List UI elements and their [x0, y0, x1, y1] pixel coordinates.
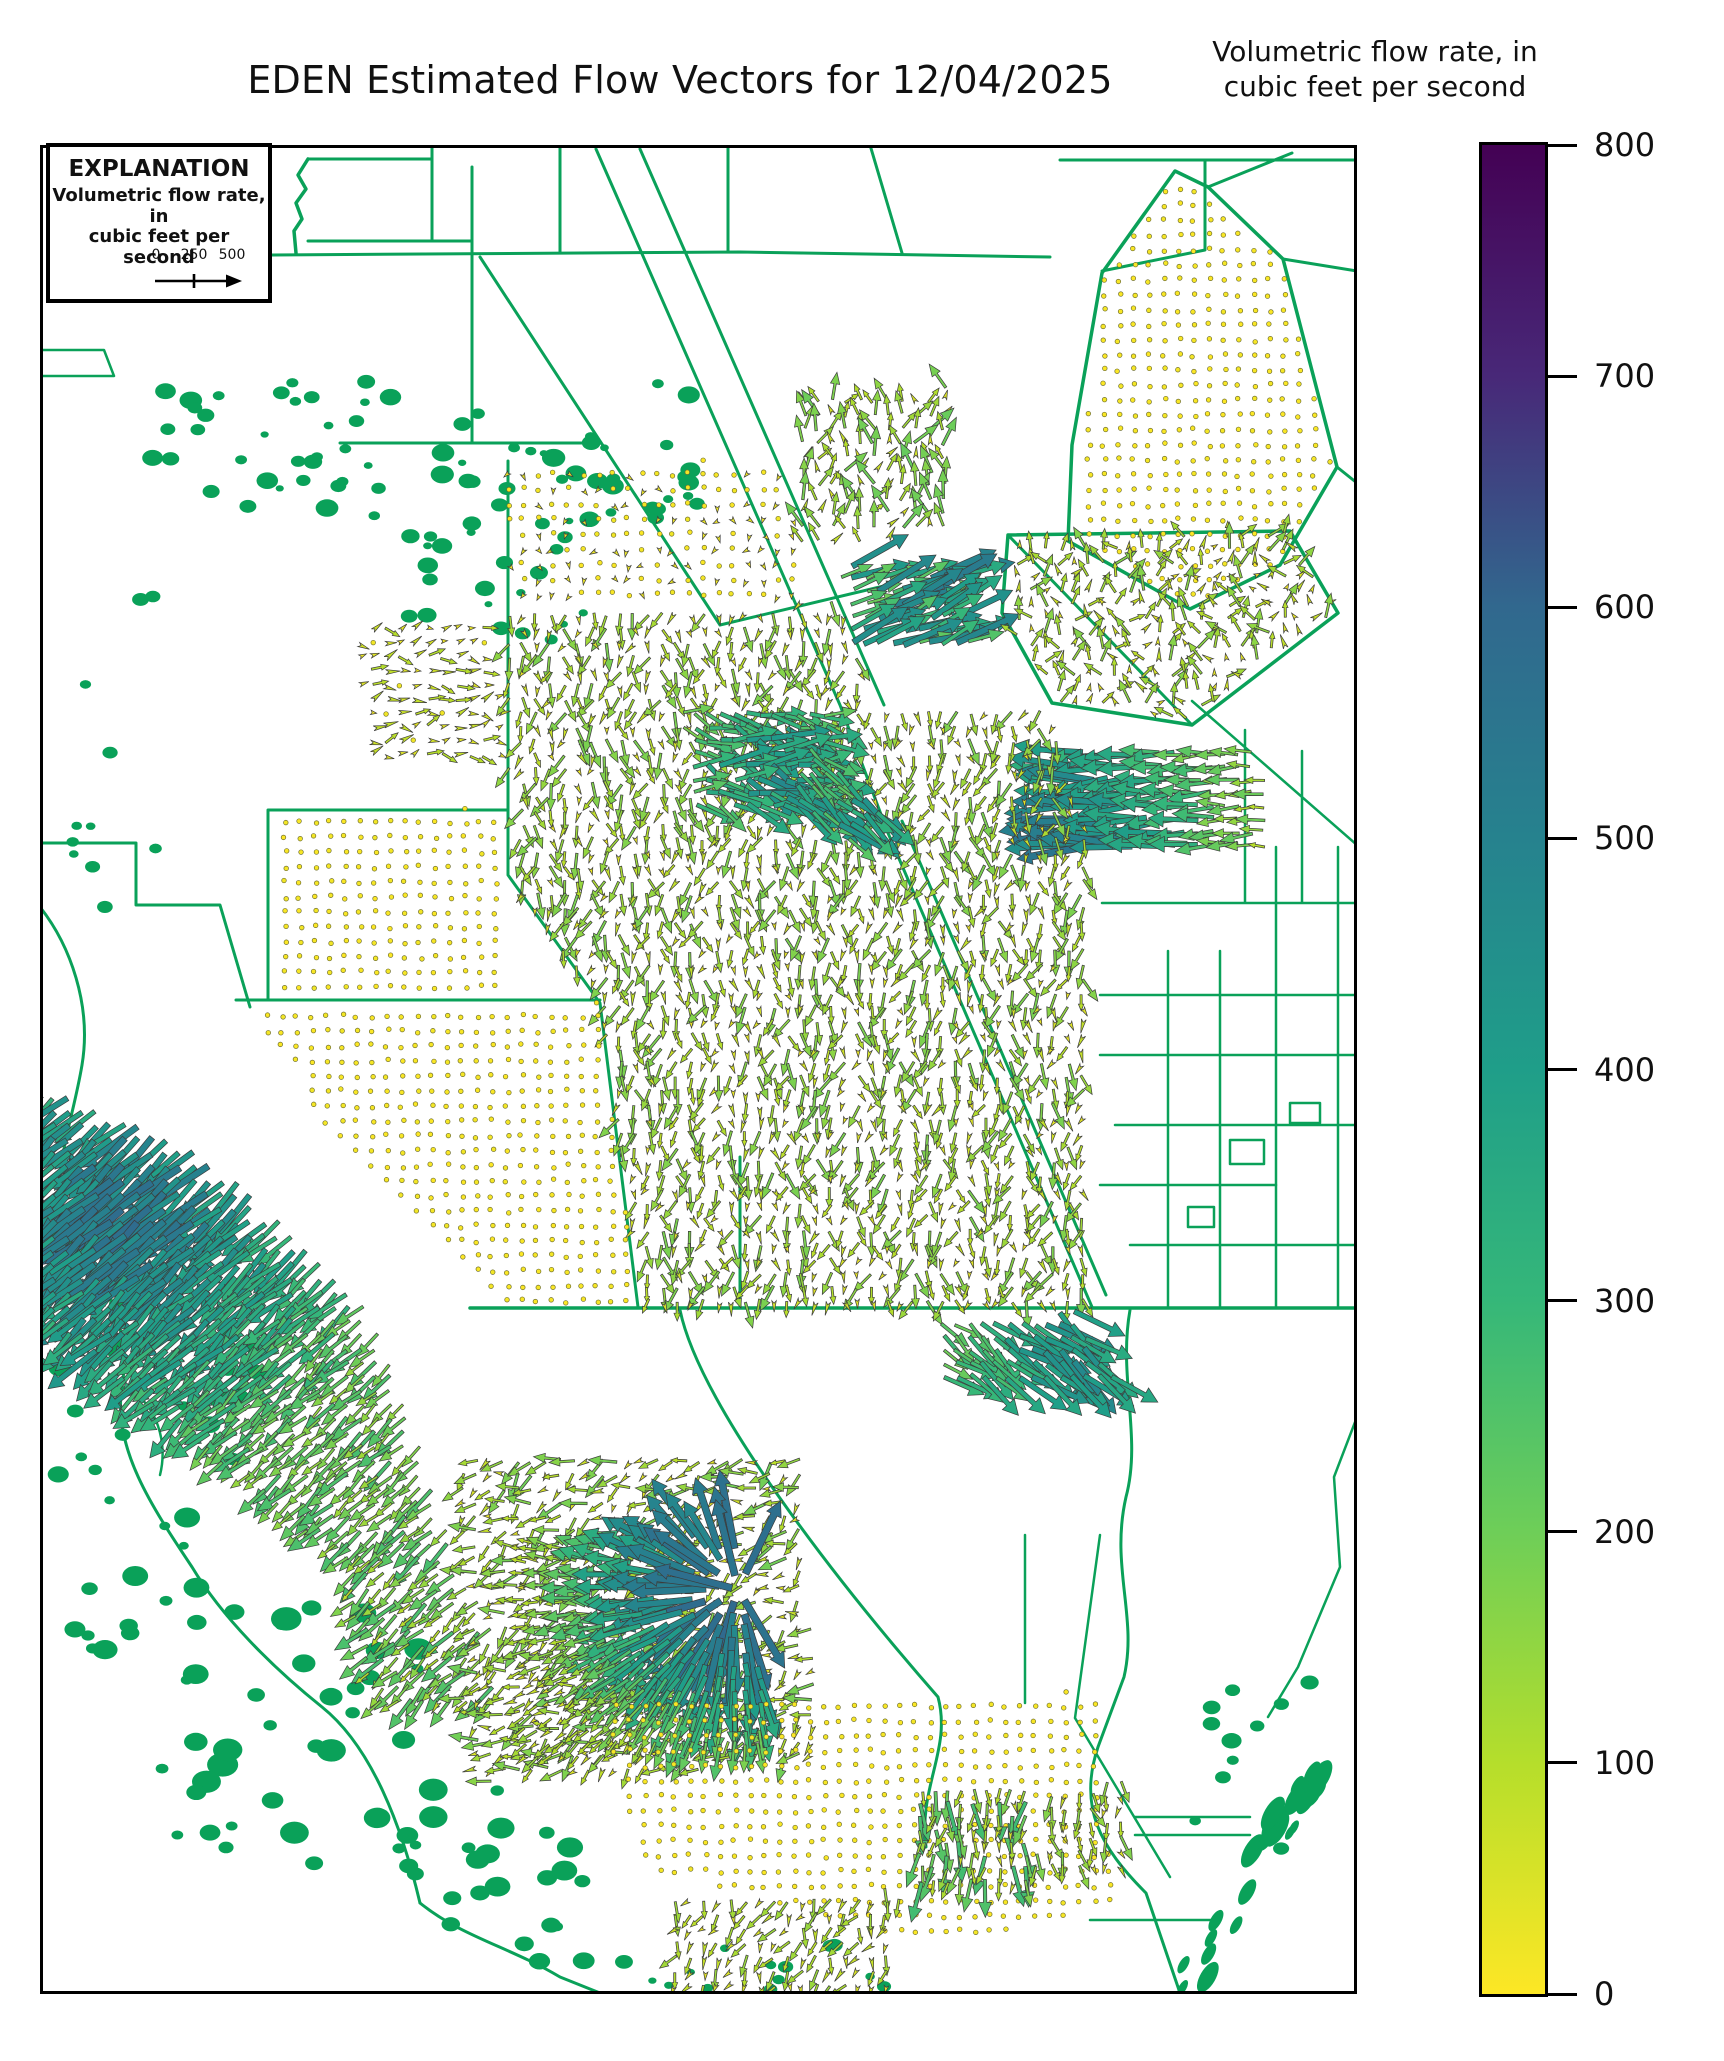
explanation-heading: EXPLANATION [68, 156, 250, 182]
scale-value-500: 500 [218, 247, 246, 263]
colorbar-tick-label: 300 [1594, 1281, 1656, 1320]
colorbar-tick-label: 100 [1594, 1743, 1656, 1782]
colorbar-tick [1545, 143, 1577, 147]
colorbar-tick-label: 500 [1594, 819, 1656, 858]
explanation-subheading: Volumetric flow rate, in cubic feet per … [52, 185, 266, 269]
scale-value-0: 0 [151, 247, 161, 263]
everglades-flow-map [40, 145, 1357, 1994]
colorbar-tick-label: 0 [1594, 1975, 1615, 2013]
colorbar-tick [1545, 1761, 1577, 1765]
colorbar-tick-label: 800 [1594, 126, 1656, 164]
explanation-box: EXPLANATION Volumetric flow rate, in cub… [46, 143, 272, 303]
scale-legend: 0 250 500 [50, 247, 268, 299]
colorbar-tick-label: 200 [1594, 1512, 1656, 1551]
colorbar-tick [1545, 605, 1577, 609]
colorbar-tick [1545, 836, 1577, 840]
colorbar-tick-label: 400 [1594, 1050, 1656, 1089]
scale-value-250: 250 [180, 247, 208, 263]
colorbar-tick [1545, 374, 1577, 378]
colorbar-title: Volumetric flow rate, in cubic feet per … [1212, 35, 1538, 103]
colorbar-tick [1545, 1530, 1577, 1534]
colorbar-tick-label: 600 [1594, 588, 1656, 627]
scale-arrow-icon [155, 274, 242, 288]
colorbar-tick [1545, 1992, 1577, 1996]
figure-title: EDEN Estimated Flow Vectors for 12/04/20… [247, 58, 1113, 102]
colorbar [1479, 142, 1548, 1997]
colorbar-tick [1545, 1299, 1577, 1303]
colorbar-gradient [1482, 145, 1545, 1994]
colorbar-tick-label: 700 [1594, 357, 1656, 396]
flow-vector-field [40, 186, 1337, 1994]
colorbar-tick [1545, 1068, 1577, 1071]
map-border [40, 145, 1357, 1994]
